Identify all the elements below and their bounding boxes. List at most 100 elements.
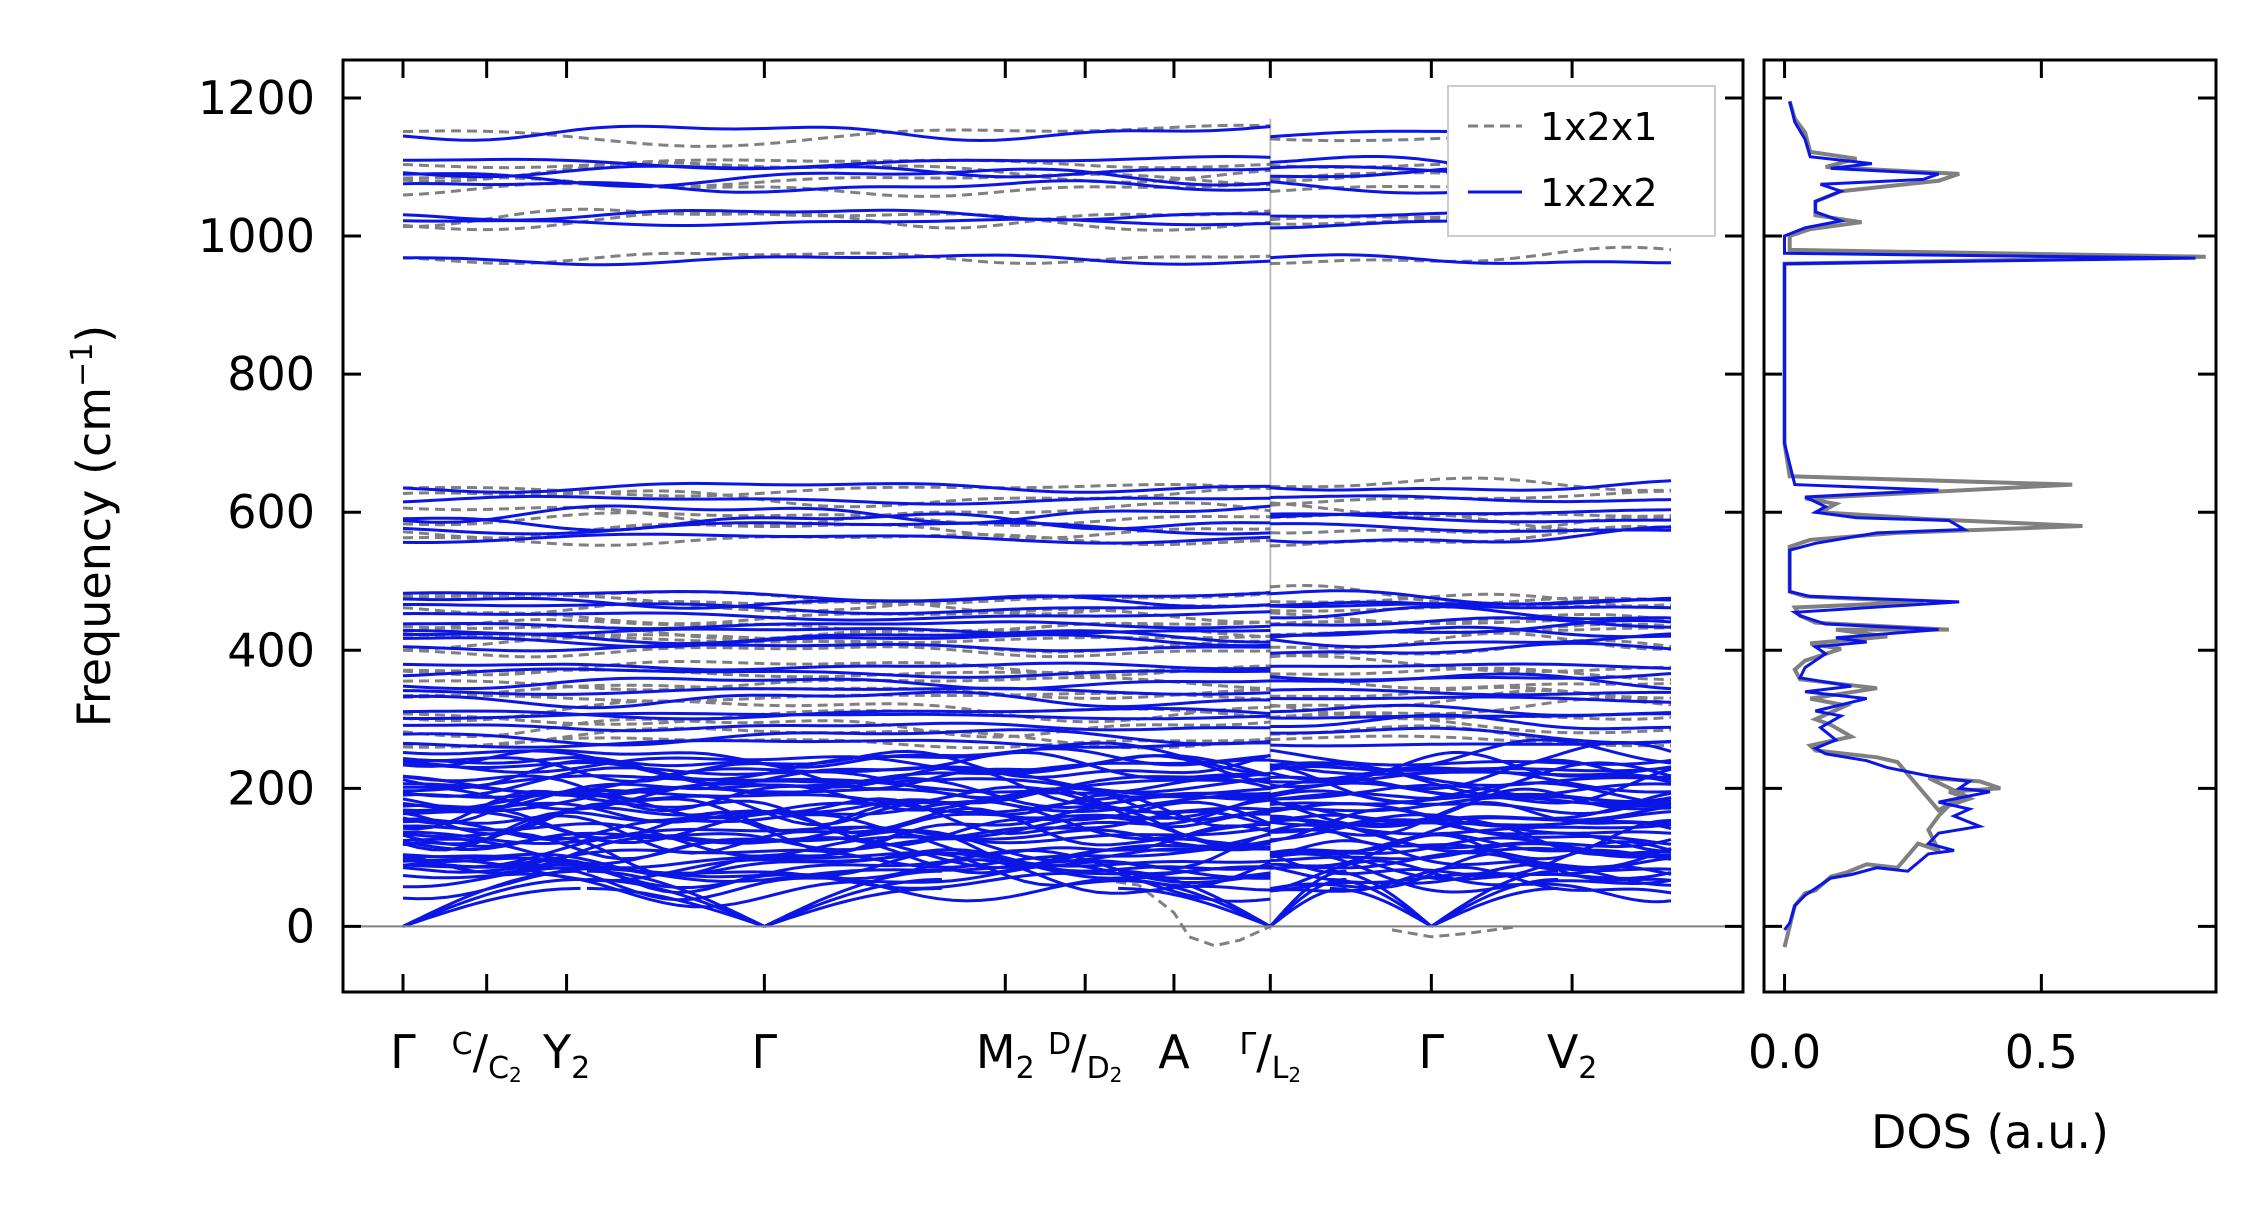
band-structure-frame (341, 58, 1745, 994)
band-1x2x1 (402, 645, 1271, 659)
band-1x2x2 (1270, 763, 1672, 777)
band-1x2x2 (1270, 605, 1672, 621)
kpoint-label: Γ (390, 1025, 416, 1079)
dos-tick-label: 0.0 (1748, 1025, 1821, 1079)
band-1x2x2 (402, 167, 1271, 189)
frequency-axis-ticks: 0 200 400 600 800 1000 1200 (198, 71, 2216, 953)
band-1x2x2 (402, 521, 1271, 536)
acoustic-branch-1x2x2 (1329, 886, 1433, 928)
band-1x2x1 (1270, 712, 1672, 735)
kpoint-label: Γ/L2 (1239, 1025, 1301, 1087)
acoustic-branch-1x2x2 (1118, 869, 1272, 928)
band-1x2x2 (1270, 672, 1672, 691)
band-1x2x1 (402, 511, 1271, 527)
band-1x2x2 (402, 208, 1271, 222)
band-1x2x2 (402, 620, 1271, 631)
dos-tick-label: 0.5 (2005, 1025, 2078, 1079)
band-1x2x1 (402, 158, 1271, 170)
acoustic-branch-1x2x2 (763, 886, 942, 928)
dos-line-1x2x2 (1783, 101, 2196, 931)
kpath-axis-ticks: Γ Γ Γ V2 C/C2 Y2 M2D/D2 A Γ/L2 (390, 60, 1597, 1087)
band-1x2x2 (402, 765, 1271, 795)
kpoint-label: Γ (752, 1025, 778, 1079)
band-1x2x2 (402, 253, 1271, 267)
band-1x2x2 (1270, 253, 1671, 265)
band-1x2x2 (403, 154, 1271, 171)
y-tick-label: 800 (227, 347, 315, 401)
y-tick-label: 200 (227, 761, 315, 815)
acoustic-branch-1x2x2 (586, 878, 765, 928)
legend: 1x2x1 1x2x2 (1447, 85, 1716, 237)
band-1x2x2 (402, 629, 1271, 646)
band-1x2x2 (1270, 525, 1672, 544)
band-1x2x2 (402, 633, 1271, 649)
kpoint-label: V2 (1547, 1025, 1598, 1086)
band-1x2x2 (403, 602, 1271, 616)
acoustic-branch-1x2x2 (763, 878, 942, 928)
band-1x2x2 (1270, 600, 1672, 610)
acoustic-branch-1x2x2 (586, 869, 766, 928)
band-1x2x2 (402, 738, 1271, 749)
band-1x2x2 (1270, 512, 1671, 524)
band-1x2x1 (1270, 613, 1672, 626)
kpoint-label: A (1158, 1025, 1190, 1079)
y-tick-label: 1200 (198, 71, 315, 125)
band-1x2x2 (402, 179, 1271, 194)
band-1x2x2 (402, 124, 1271, 143)
band-1x2x2 (1270, 807, 1672, 853)
acoustic-branch-1x2x2 (1118, 878, 1271, 928)
band-lines (402, 118, 1672, 948)
band-1x2x1 (1270, 666, 1672, 682)
frequency-axis-title: Frequency (cm−1) (65, 325, 121, 728)
acoustic-branch-1x2x2 (763, 869, 942, 928)
band-1x2x2 (1269, 789, 1672, 815)
band-1x2x2 (1270, 625, 1672, 639)
band-1x2x2 (1270, 662, 1672, 670)
band-1x2x1 (1270, 734, 1671, 748)
band-1x2x2 (402, 750, 1271, 786)
band-1x2x2 (402, 217, 1271, 227)
band-1x2x2 (1270, 713, 1671, 731)
band-1x2x2 (1270, 695, 1672, 704)
band-1x2x2 (1270, 850, 1672, 894)
band-1x2x2 (1270, 738, 1672, 772)
kpoint-label: C/C2 (452, 1025, 522, 1087)
band-1x2x1 (402, 207, 1271, 230)
y-tick-label: 400 (227, 623, 315, 677)
acoustic-branch-1x2x2 (1329, 878, 1433, 928)
band-1x2x2 (402, 164, 1271, 179)
band-1x2x2 (402, 504, 1271, 525)
band-1x2x2 (1269, 741, 1672, 781)
acoustic-branch-1x2x2 (1118, 886, 1271, 928)
acoustic-branch-1x2x2 (586, 886, 765, 928)
dos-axis-ticks: 0.0 0.5 (1748, 60, 2078, 1079)
band-1x2x2 (1269, 839, 1672, 870)
acoustic-branch-1x2x2 (1430, 869, 1559, 928)
band-1x2x2 (402, 711, 1271, 721)
band-1x2x1 (1270, 631, 1671, 651)
soft-mode-1x2x1 (1100, 878, 1271, 948)
band-1x2x2 (1270, 865, 1672, 895)
band-1x2x2 (402, 589, 1271, 603)
kpoint-label: Y2 (542, 1025, 590, 1086)
band-1x2x2 (402, 594, 1271, 610)
kpoint-label: M2 (976, 1025, 1035, 1086)
band-1x2x2 (402, 667, 1271, 679)
band-1x2x2 (1270, 758, 1671, 791)
band-1x2x2 (1270, 761, 1672, 787)
kpoint-label: Γ (1419, 1025, 1445, 1079)
band-1x2x2 (1270, 726, 1672, 745)
band-1x2x2 (1270, 616, 1672, 629)
band-1x2x2 (1270, 619, 1672, 639)
band-1x2x2 (402, 661, 1271, 672)
legend-label-1x2x2: 1x2x2 (1540, 171, 1658, 215)
band-1x2x2 (402, 690, 1271, 710)
acoustic-branch-1x2x2 (1269, 869, 1347, 928)
legend-label-1x2x1: 1x2x1 (1540, 105, 1658, 149)
dos-axis-title: DOS (a.u.) (1871, 1105, 2109, 1159)
band-1x2x2 (1270, 479, 1672, 492)
legend-box (1447, 85, 1716, 237)
band-1x2x2 (402, 747, 1271, 769)
acoustic-branch-1x2x2 (1430, 886, 1559, 928)
acoustic-branch-1x2x2 (402, 869, 581, 928)
